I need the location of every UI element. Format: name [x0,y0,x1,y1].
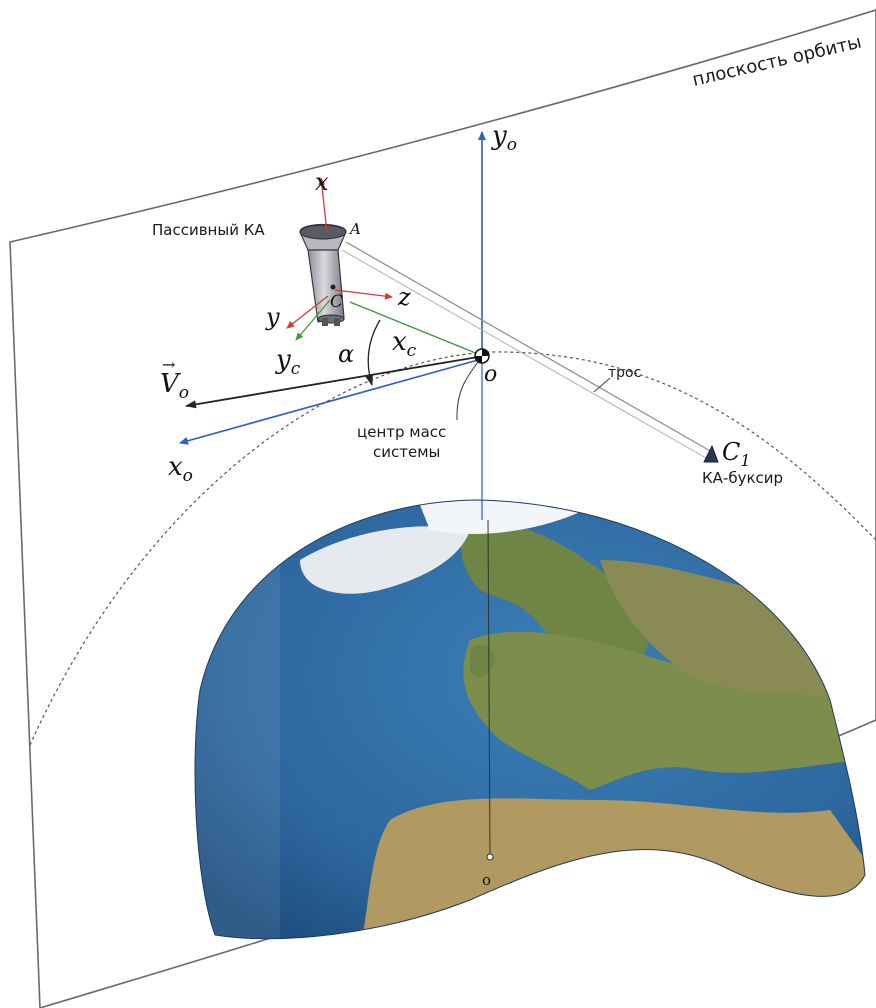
land-greenland [300,526,470,594]
point-a-label: A [348,220,361,238]
passive-sc-label: Пассивный КА [152,221,265,239]
tug-label: КА-буксир [702,469,783,487]
earth-outline [194,499,866,940]
x-body-axis-label: x [315,168,329,196]
yo-axis-label: yo [491,121,517,155]
velocity-arrow-glyph: → [162,355,175,374]
alpha-arc [365,319,381,386]
mass-center-label-line2: системы [373,443,440,461]
yc-axis-label: yc [275,345,301,379]
tether-line-1 [345,241,713,453]
tether-label: трос [608,365,641,381]
land-scandinavia [461,520,648,667]
earth-axis-line [487,519,491,856]
earth-center-point [486,853,494,861]
earth-center-label: o [482,871,491,889]
tug-spacecraft-icon [703,444,719,463]
xo-axis [179,359,479,445]
system-mass-center-label: o [484,362,497,387]
z-body-axis-label: z [397,283,411,311]
land-asia [600,560,865,700]
alpha-label: α [338,340,354,368]
xo-axis-label: xo [168,452,193,486]
x-body-axis [318,177,328,233]
tug-point-label: C1 [722,438,751,470]
z-body-axis [334,289,393,300]
yc-axis [295,299,331,341]
velocity-label: Vo [160,369,189,403]
xc-axis-label: xc [392,327,417,361]
mass-center-pointer [456,361,479,421]
xc-axis [349,301,479,355]
point-c-label: C [330,292,343,312]
ice-cap [420,500,580,534]
passive-mass-center [330,284,336,290]
tether-line-2 [341,249,707,459]
passive-spacecraft-icon [299,223,347,326]
y-body-axis-label: y [265,303,280,331]
y-body-axis [286,295,329,329]
tether-pointer [593,377,611,393]
land-africa [360,798,865,939]
earth [195,500,865,939]
velocity-vector [185,356,479,409]
mass-center-label-line1: центр масс [357,423,446,441]
orbit-path [29,351,876,746]
